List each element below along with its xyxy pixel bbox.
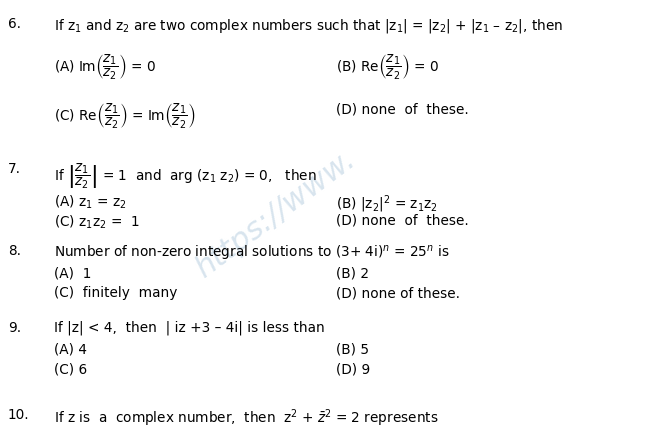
Text: (A) z$_1$ = z$_2$: (A) z$_1$ = z$_2$ — [54, 193, 126, 210]
Text: 7.: 7. — [8, 162, 21, 176]
Text: (C) Re$\left(\dfrac{z_1}{z_2}\right)$ = Im$\left(\dfrac{z_1}{z_2}\right)$: (C) Re$\left(\dfrac{z_1}{z_2}\right)$ = … — [54, 102, 195, 131]
Text: (A) Im$\left(\dfrac{z_1}{z_2}\right)$ = 0: (A) Im$\left(\dfrac{z_1}{z_2}\right)$ = … — [54, 53, 156, 82]
Text: 8.: 8. — [8, 244, 21, 258]
Text: (A) 4: (A) 4 — [54, 343, 87, 357]
Text: (A)  1: (A) 1 — [54, 266, 91, 281]
Text: If z$_1$ and z$_2$ are two complex numbers such that |z$_1$| = |z$_2$| + |z$_1$ : If z$_1$ and z$_2$ are two complex numbe… — [54, 17, 563, 35]
Text: Number of non-zero integral solutions to (3+ 4i)$^n$ = 25$^n$ is: Number of non-zero integral solutions to… — [54, 244, 449, 263]
Text: If |z| < 4,  then  | iz +3 – 4i| is less than: If |z| < 4, then | iz +3 – 4i| is less t… — [54, 321, 324, 335]
Text: (C) z$_1$z$_2$ =  1: (C) z$_1$z$_2$ = 1 — [54, 213, 139, 230]
Text: (D) none  of  these.: (D) none of these. — [336, 102, 468, 116]
Text: (D) none of these.: (D) none of these. — [336, 286, 459, 301]
Text: (B) |z$_2$|$^2$ = z$_1$z$_2$: (B) |z$_2$|$^2$ = z$_1$z$_2$ — [336, 193, 438, 215]
Text: (D) 9: (D) 9 — [336, 363, 370, 377]
Text: 10.: 10. — [8, 408, 30, 422]
Text: (C) 6: (C) 6 — [54, 363, 87, 377]
Text: 6.: 6. — [8, 17, 21, 31]
Text: (C)  finitely  many: (C) finitely many — [54, 286, 178, 301]
Text: (B) 2: (B) 2 — [336, 266, 368, 281]
Text: (B) Re$\left(\dfrac{z_1}{z_2}\right)$ = 0: (B) Re$\left(\dfrac{z_1}{z_2}\right)$ = … — [336, 53, 439, 82]
Text: If $\left|\dfrac{z_1}{z_2}\right|$ = 1  and  arg (z$_1$ z$_2$) = 0,   then: If $\left|\dfrac{z_1}{z_2}\right|$ = 1 a… — [54, 162, 317, 191]
Text: 9.: 9. — [8, 321, 21, 335]
Text: (B) 5: (B) 5 — [336, 343, 368, 357]
Text: https://www.: https://www. — [191, 144, 362, 282]
Text: (D) none  of  these.: (D) none of these. — [336, 213, 468, 227]
Text: If z is  a  complex number,  then  z$^2$ + $\bar{z}$$^2$ = 2 represents: If z is a complex number, then z$^2$ + $… — [54, 408, 438, 429]
